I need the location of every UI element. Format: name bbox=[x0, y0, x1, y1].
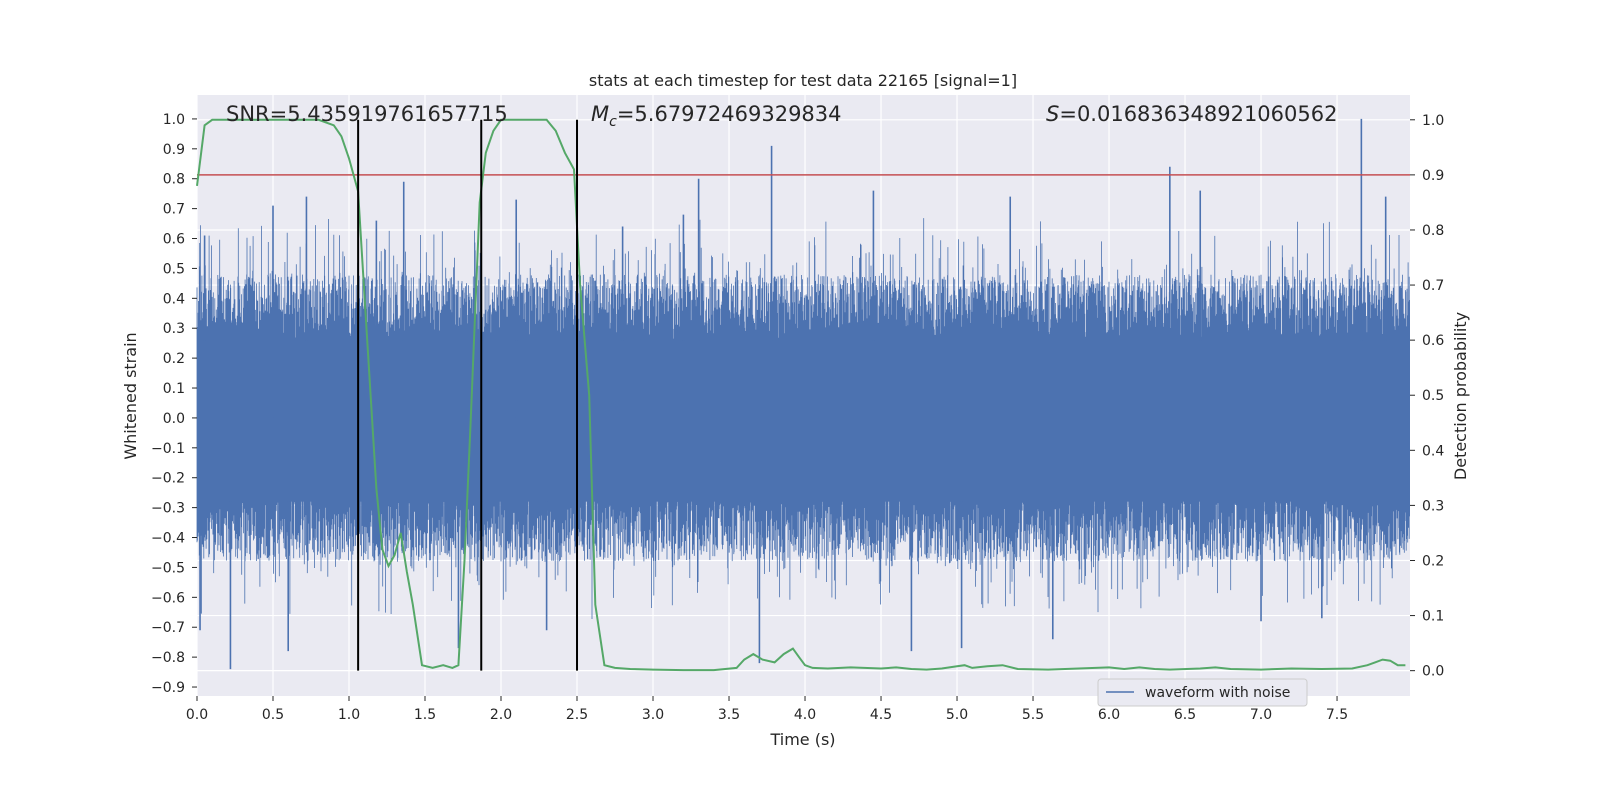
x-tick-label: 3.0 bbox=[642, 707, 664, 723]
x-tick-label: 2.0 bbox=[490, 707, 512, 723]
y-left-tick-label: −0.9 bbox=[151, 680, 185, 696]
y-left-tick-label: 1.0 bbox=[163, 112, 185, 128]
chirp-mass-subscript: c bbox=[609, 114, 617, 130]
y-left-tick-label: −0.3 bbox=[151, 501, 185, 517]
y-left-tick-label: 0.3 bbox=[163, 321, 185, 337]
y-right-tick-label: 0.3 bbox=[1422, 498, 1444, 514]
y-right-tick-label: 0.4 bbox=[1422, 443, 1444, 459]
chirp-mass-annotation: Mc=5.67972469329834 bbox=[591, 102, 842, 130]
detection-probability-line bbox=[196, 118, 1406, 672]
y-axis-label-left: Whitened strain bbox=[121, 332, 140, 459]
y-right-tick-label: 0.5 bbox=[1422, 388, 1444, 404]
y-left-tick-label: 0.9 bbox=[163, 142, 185, 158]
y-right-tick-label: 0.6 bbox=[1422, 333, 1444, 349]
y-left-tick-label: 0.8 bbox=[163, 172, 185, 188]
y-left-tick-label: 0.0 bbox=[163, 411, 185, 427]
y-left-tick-label: −0.6 bbox=[151, 590, 185, 606]
x-tick-label: 4.0 bbox=[794, 707, 816, 723]
s-symbol: S bbox=[1046, 102, 1059, 126]
axes: 0.0 0.5 1.0 1.5 2.0 2.5 3.0 3.5 4.0 4.5 5.0 5.5 6.0 6… bbox=[151, 112, 1444, 723]
x-tick-label: 5.0 bbox=[946, 707, 968, 723]
s-value: =0.016836348921060562 bbox=[1059, 102, 1337, 126]
y-left-tick-label: −0.5 bbox=[151, 560, 185, 576]
y-right-tick-label: 0.7 bbox=[1422, 278, 1444, 294]
x-tick-label: 6.5 bbox=[1174, 707, 1196, 723]
waveform-core-band bbox=[197, 340, 1410, 502]
x-tick-label: 1.0 bbox=[338, 707, 360, 723]
y-left-tick-label: 0.1 bbox=[163, 381, 185, 397]
x-tick-label: 0.5 bbox=[262, 707, 284, 723]
x-tick-label: 1.5 bbox=[414, 707, 436, 723]
x-tick-label: 3.5 bbox=[718, 707, 740, 723]
x-tick-label: 0.0 bbox=[186, 707, 208, 723]
y-left-tick-label: −0.4 bbox=[151, 531, 185, 547]
chirp-mass-symbol: M bbox=[591, 102, 609, 126]
y-right-tick-label: 0.2 bbox=[1422, 553, 1444, 569]
snr-annotation: SNR=5.435919761657715 bbox=[226, 102, 508, 126]
y-left-tick-label: 0.4 bbox=[163, 291, 185, 307]
chirp-mass-value: =5.67972469329834 bbox=[617, 102, 842, 126]
y-axis-label-right: Detection probability bbox=[1451, 312, 1470, 480]
y-left-tick-label: −0.8 bbox=[151, 650, 185, 666]
overlays bbox=[196, 118, 1410, 672]
y-left-tick-label: 0.5 bbox=[163, 261, 185, 277]
legend-label: waveform with noise bbox=[1145, 685, 1290, 701]
y-left-tick-label: 0.6 bbox=[163, 232, 185, 248]
s-annotation: S=0.016836348921060562 bbox=[1046, 102, 1337, 126]
y-right-tick-label: 0.1 bbox=[1422, 609, 1444, 625]
x-tick-label: 7.0 bbox=[1250, 707, 1272, 723]
chart-title: stats at each timestep for test data 221… bbox=[589, 71, 1017, 90]
y-left-tick-label: −0.2 bbox=[151, 471, 185, 487]
x-tick-label: 5.5 bbox=[1022, 707, 1044, 723]
y-left-tick-label: −0.1 bbox=[151, 441, 185, 457]
y-left-tick-label: 0.2 bbox=[163, 351, 185, 367]
y-right-tick-label: 0.0 bbox=[1422, 664, 1444, 680]
x-tick-label: 7.5 bbox=[1326, 707, 1348, 723]
x-tick-label: 4.5 bbox=[870, 707, 892, 723]
x-axis-label: Time (s) bbox=[769, 730, 835, 749]
waveform-series bbox=[196, 118, 1410, 670]
y-right-tick-label: 0.8 bbox=[1422, 223, 1444, 239]
y-right-tick-label: 1.0 bbox=[1422, 113, 1444, 129]
y-right-tick-label: 0.9 bbox=[1422, 168, 1444, 184]
legend-box bbox=[1097, 678, 1308, 707]
y-left-tick-label: −0.7 bbox=[151, 620, 185, 636]
x-tick-label: 2.5 bbox=[566, 707, 588, 723]
y-left-tick-label: 0.7 bbox=[163, 202, 185, 218]
legend: waveform with noise bbox=[1097, 678, 1308, 707]
x-tick-label: 6.0 bbox=[1098, 707, 1120, 723]
